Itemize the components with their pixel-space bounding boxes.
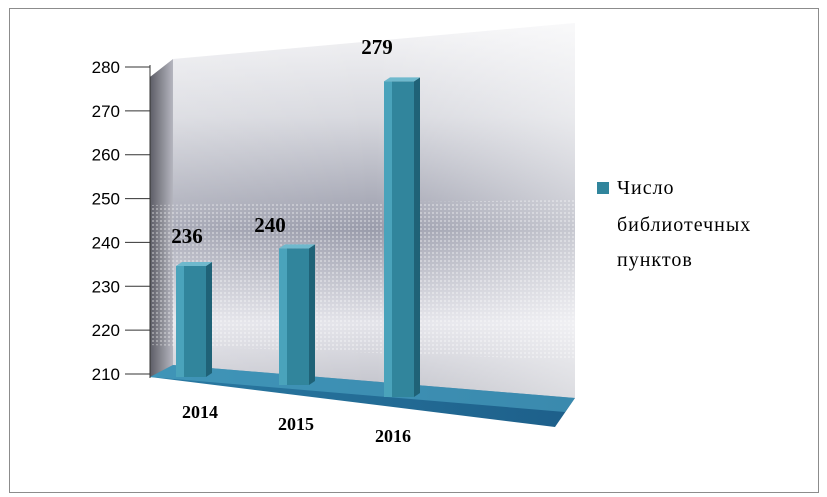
bar-2014 xyxy=(176,261,212,377)
data-label: 279 xyxy=(361,35,393,59)
bar-side xyxy=(206,261,212,377)
bar-highlight xyxy=(384,81,392,397)
data-label: 240 xyxy=(254,213,286,237)
floor-top xyxy=(150,365,575,412)
x-tick-label: 2014 xyxy=(182,402,218,422)
y-tick-label: 260 xyxy=(92,146,120,165)
bar-2015 xyxy=(279,244,315,385)
plot-walls xyxy=(150,23,575,427)
data-labels: 236 240 279 xyxy=(171,35,393,248)
bar-highlight xyxy=(279,248,287,385)
bar-top xyxy=(279,244,315,249)
x-tick-label: 2016 xyxy=(375,426,411,446)
bar-side xyxy=(414,77,420,397)
bar-top xyxy=(176,261,212,266)
bar-top xyxy=(384,77,420,82)
data-label: 236 xyxy=(171,224,203,248)
bar-side xyxy=(309,244,315,385)
bar-2016 xyxy=(384,77,420,397)
y-tick-label: 210 xyxy=(92,365,120,384)
legend-swatch xyxy=(597,182,609,194)
legend-line-1: Число xyxy=(617,177,675,199)
y-tick-label: 270 xyxy=(92,102,120,121)
y-tick-label: 230 xyxy=(92,277,120,296)
x-axis: 2014 2015 2016 xyxy=(182,402,411,446)
bar-highlight xyxy=(176,265,184,377)
legend-line-3: пунктов xyxy=(617,249,693,271)
y-axis: 210 220 230 240 250 260 270 280 xyxy=(92,58,151,384)
y-tick-label: 240 xyxy=(92,233,120,252)
bars xyxy=(176,77,420,397)
wall-dot-texture xyxy=(150,200,575,360)
legend-line-2: библиотечных xyxy=(617,214,751,236)
legend: Число библиотечных пунктов xyxy=(597,177,751,271)
y-tick-label: 250 xyxy=(92,190,120,209)
x-tick-label: 2015 xyxy=(278,414,314,434)
y-tick-label: 280 xyxy=(92,58,120,77)
y-tick-label: 220 xyxy=(92,321,120,340)
